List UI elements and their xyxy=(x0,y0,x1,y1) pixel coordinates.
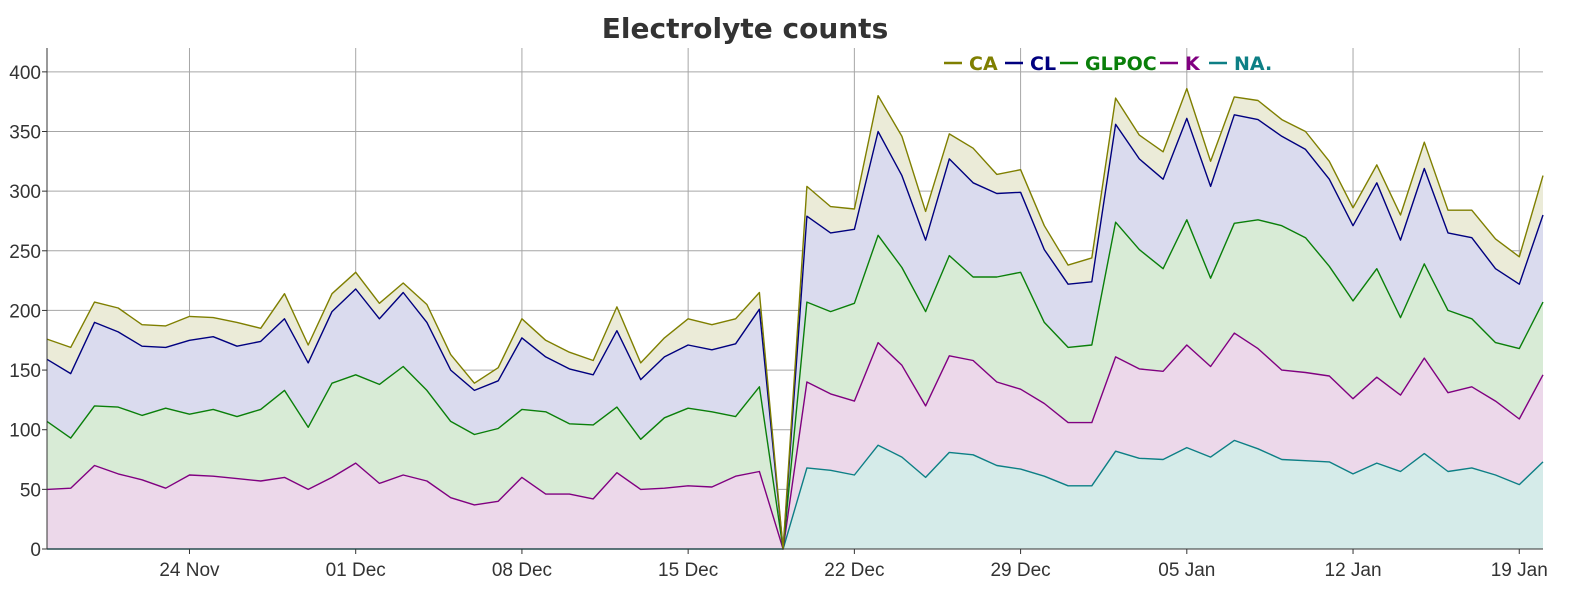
y-tick-label: 400 xyxy=(9,63,41,84)
x-tick-label: 29 Dec xyxy=(990,560,1050,581)
legend-item-glpoc: GLPOC xyxy=(1060,53,1157,75)
x-tick-label: 01 Dec xyxy=(326,560,386,581)
x-tick-label: 05 Jan xyxy=(1158,560,1215,581)
x-tick-label: 08 Dec xyxy=(492,560,552,581)
legend-item-k: K xyxy=(1160,53,1201,75)
line-ca xyxy=(46,87,1544,550)
legend-label: NA. xyxy=(1234,53,1272,75)
line-glpoc xyxy=(46,219,1544,550)
line-k xyxy=(46,332,1544,550)
x-tick-label: 22 Dec xyxy=(824,560,884,581)
legend-item-ca: CA xyxy=(944,53,998,75)
legend-label: K xyxy=(1185,53,1201,75)
y-tick-label: 0 xyxy=(30,540,41,561)
line-cl xyxy=(46,114,1544,550)
legend-item-cl: CL xyxy=(1005,53,1056,75)
x-tick-label: 24 Nov xyxy=(159,560,220,581)
y-tick-label: 350 xyxy=(9,123,41,144)
x-tick-label: 12 Jan xyxy=(1325,560,1382,581)
x-tick-label: 15 Dec xyxy=(658,560,718,581)
area-na xyxy=(47,440,1543,549)
legend-item-na: NA. xyxy=(1209,53,1272,75)
chart-title: Electrolyte counts xyxy=(602,12,888,45)
x-tick-label: 19 Jan xyxy=(1491,560,1548,581)
y-tick-label: 50 xyxy=(20,480,41,501)
legend-label: CA xyxy=(969,53,998,75)
legend-label: CL xyxy=(1030,53,1056,75)
legend-label: GLPOC xyxy=(1085,53,1157,75)
axes: 0 50 100 150 200 250 300 350 400 24 Nov 01 Dec 08 D… xyxy=(9,48,1548,581)
y-tick-label: 150 xyxy=(9,361,41,382)
y-tick-label: 200 xyxy=(9,301,41,322)
y-tick-label: 250 xyxy=(9,242,41,263)
y-tick-label: 300 xyxy=(9,182,41,203)
legend: CA CL GLPOC K NA. xyxy=(944,53,1272,75)
stacked-areas xyxy=(47,88,1543,550)
y-tick-label: 100 xyxy=(9,421,41,442)
